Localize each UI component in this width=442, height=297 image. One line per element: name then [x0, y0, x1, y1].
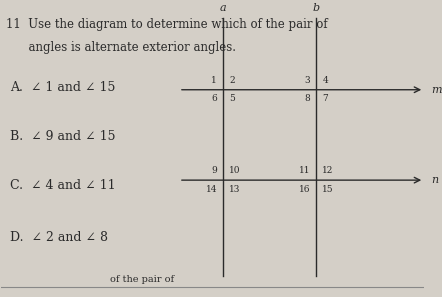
Text: 12: 12: [322, 167, 334, 176]
Text: of the pair of: of the pair of: [10, 275, 174, 284]
Text: 11  Use the diagram to determine which of the pair of: 11 Use the diagram to determine which of…: [6, 18, 327, 31]
Text: 15: 15: [322, 185, 334, 194]
Text: 10: 10: [229, 167, 241, 176]
Text: C.  ∠ 4 and ∠ 11: C. ∠ 4 and ∠ 11: [10, 179, 115, 192]
Text: 11: 11: [299, 167, 310, 176]
Text: D.  ∠ 2 and ∠ 8: D. ∠ 2 and ∠ 8: [10, 231, 108, 244]
Text: b: b: [312, 3, 320, 13]
Text: B.  ∠ 9 and ∠ 15: B. ∠ 9 and ∠ 15: [10, 130, 115, 143]
Text: 4: 4: [322, 76, 328, 85]
Text: A.  ∠ 1 and ∠ 15: A. ∠ 1 and ∠ 15: [10, 81, 115, 94]
Text: 14: 14: [206, 185, 217, 194]
Text: n: n: [431, 175, 438, 185]
Text: 5: 5: [229, 94, 235, 103]
Text: m: m: [431, 85, 442, 95]
Text: 2: 2: [229, 76, 235, 85]
Text: 3: 3: [305, 76, 310, 85]
Text: 9: 9: [211, 167, 217, 176]
Text: angles is alternate exterior angles.: angles is alternate exterior angles.: [6, 41, 236, 54]
Text: a: a: [220, 3, 226, 13]
Text: 1: 1: [211, 76, 217, 85]
Text: 7: 7: [322, 94, 328, 103]
Text: 13: 13: [229, 185, 240, 194]
Text: 8: 8: [305, 94, 310, 103]
Text: 6: 6: [211, 94, 217, 103]
Text: 16: 16: [299, 185, 310, 194]
